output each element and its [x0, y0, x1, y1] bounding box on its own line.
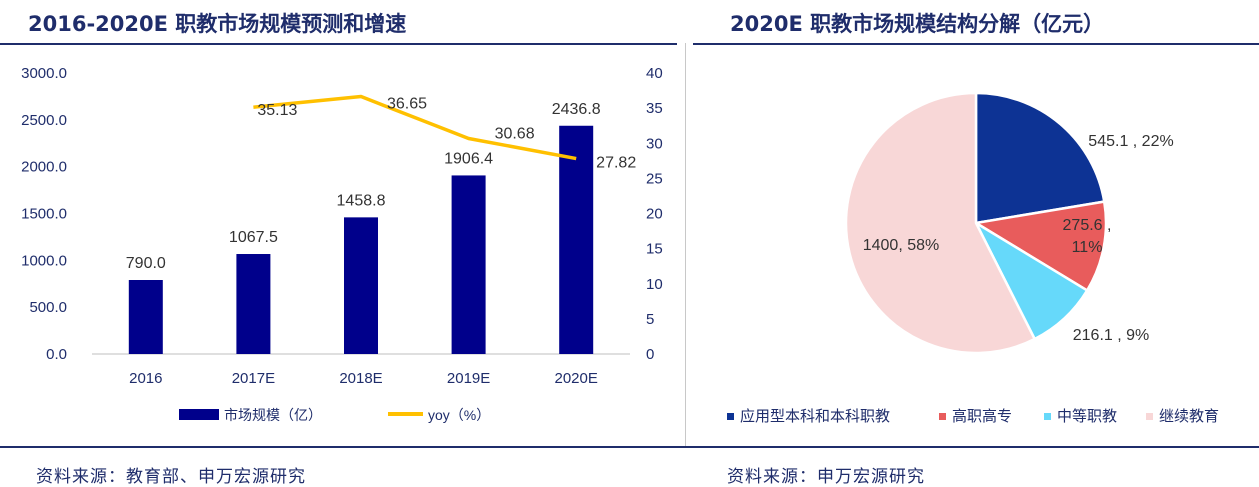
- y2-tick-label: 25: [646, 170, 663, 187]
- bar: [559, 125, 594, 354]
- pie-value-label: 275.6 ,: [1063, 217, 1112, 234]
- x-tick-label: 2016: [129, 370, 162, 387]
- pie-slice: [972, 200, 1108, 293]
- legend-swatch: [939, 413, 946, 420]
- left-source-note: 资料来源：教育部、申万宏源研究: [36, 467, 306, 487]
- left-chart-title: 2016-2020E 职教市场规模预测和增速: [28, 12, 407, 36]
- y2-tick-label: 40: [646, 65, 663, 82]
- x-tick-label: 2019E: [447, 370, 490, 387]
- legend-swatch: [727, 413, 734, 420]
- footer-rule: [0, 446, 1259, 448]
- bar-value-label: 1458.8: [337, 192, 386, 209]
- pie-value-label: 1400, 58%: [863, 237, 940, 254]
- bar-value-label: 1067.5: [229, 229, 278, 246]
- yoy-value-label: 36.65: [387, 96, 427, 113]
- legend-label: 继续教育: [1159, 408, 1219, 425]
- y2-tick-label: 30: [646, 135, 663, 152]
- bar-value-label: 790.0: [126, 255, 166, 272]
- bar-value-label: 1906.4: [444, 150, 493, 167]
- legend-label: 应用型本科和本科职教: [740, 407, 890, 425]
- right-title-rule: [693, 43, 1259, 45]
- right-chart-title: 2020E 职教市场规模结构分解（亿元）: [730, 12, 1105, 36]
- legend-label: 高职高专: [952, 408, 1012, 425]
- bar-line-chart: 3000.0 2500.0 2000.0 1500.0 1000.0 500.0 0.0 40…: [21, 65, 663, 423]
- y2-tick-label: 20: [646, 206, 663, 223]
- pie-slice: [974, 91, 1106, 225]
- y-tick-label: 2000.0: [21, 159, 67, 176]
- y-tick-label: 3000.0: [21, 65, 67, 82]
- y2-tick-label: 10: [646, 276, 663, 293]
- right-source-note: 资料来源：申万宏源研究: [727, 467, 925, 487]
- y2-tick-label: 5: [646, 311, 654, 328]
- x-tick-label: 2020E: [555, 370, 598, 387]
- legend-bar-label: 市场规模（亿）: [224, 407, 322, 423]
- y2-tick-label: 15: [646, 241, 663, 258]
- y-tick-label: 2500.0: [21, 112, 67, 129]
- yoy-value-label: 27.82: [596, 155, 636, 172]
- y-tick-label: 500.0: [29, 299, 67, 316]
- y-tick-label: 0.0: [46, 346, 67, 363]
- y-tick-label: 1000.0: [21, 252, 67, 269]
- pie-value-label: 11%: [1072, 239, 1103, 256]
- left-title-rule: [0, 43, 677, 45]
- panel-divider: [685, 43, 686, 446]
- pie-value-label: 216.1 , 9%: [1073, 327, 1150, 344]
- legend-swatch: [1044, 413, 1051, 420]
- pie-slice: [844, 91, 1037, 355]
- legend-label: 中等职教: [1057, 407, 1117, 425]
- bar: [451, 175, 486, 354]
- yoy-line: [253, 94, 577, 161]
- bar: [128, 280, 163, 354]
- pie-value-label: 545.1 , 22%: [1088, 133, 1173, 150]
- y2-tick-label: 0: [646, 346, 654, 363]
- legend-bar-swatch: [179, 409, 219, 420]
- bar-value-label: 2436.8: [552, 101, 601, 118]
- y2-tick-label: 35: [646, 100, 663, 117]
- yoy-value-label: 35.13: [257, 102, 297, 119]
- x-tick-label: 2018E: [339, 370, 382, 387]
- bar: [344, 217, 378, 354]
- x-tick-label: 2017E: [232, 370, 275, 387]
- yoy-value-label: 30.68: [495, 125, 535, 142]
- legend-swatch: [1146, 413, 1153, 420]
- pie-chart: 545.1 , 22% 275.6 , 11% 216.1 , 9% 1400, 58%…: [727, 91, 1219, 425]
- y-tick-label: 1500.0: [21, 206, 67, 223]
- bar: [236, 254, 271, 354]
- legend-line-label: yoy（%）: [428, 407, 490, 423]
